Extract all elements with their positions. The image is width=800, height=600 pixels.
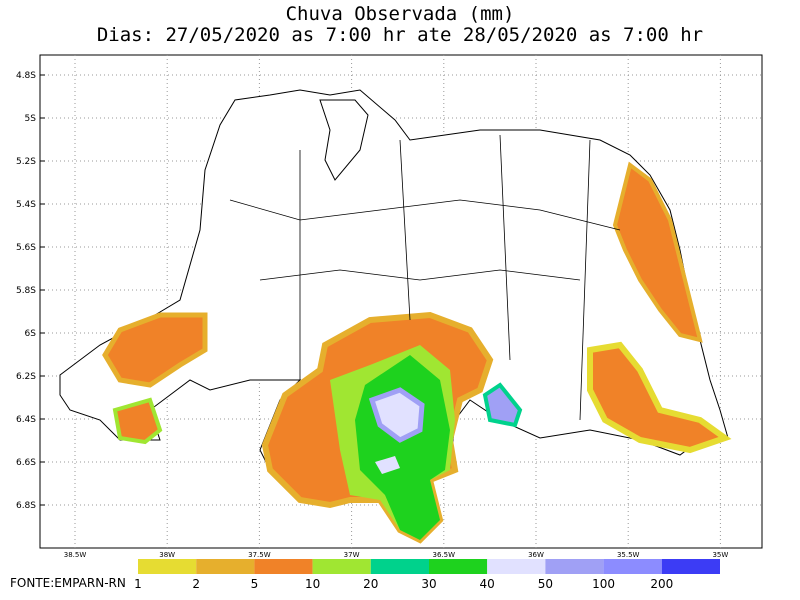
legend-label: 200 [650, 577, 673, 591]
legend-swatch [312, 559, 371, 574]
x-label: 35W [712, 551, 728, 559]
municipality [319, 99, 369, 181]
legend-swatch [196, 559, 255, 574]
y-label: 6.6S [16, 458, 36, 468]
x-label: 38W [159, 551, 175, 559]
legend-label: 40 [480, 577, 495, 591]
y-label: 6S [25, 329, 37, 339]
y-label: 5.6S [16, 243, 36, 253]
x-label: 36W [528, 551, 544, 559]
legend-label: 1 [134, 577, 142, 591]
source: FONTE:EMPARN-RN [10, 576, 126, 590]
x-label: 37.5W [248, 551, 271, 559]
title: Chuva Observada (mm) [286, 3, 515, 25]
x-label: 35.5W [617, 551, 640, 559]
rain-area [102, 312, 208, 388]
y-label: 6.8S [16, 501, 36, 511]
y-label: 5S [25, 114, 37, 124]
legend-swatch [370, 559, 429, 574]
rain-area [375, 456, 400, 474]
y-label: 4.8S [16, 71, 36, 81]
legend-label: 2 [192, 577, 200, 591]
legend-label: 50 [538, 577, 553, 591]
subtitle: Dias: 27/05/2020 as 7:00 hr ate 28/05/20… [97, 24, 703, 46]
legend-swatch [545, 559, 604, 574]
rain-area [355, 355, 450, 540]
rain-area [368, 387, 425, 443]
legend-label: 30 [421, 577, 436, 591]
y-label: 5.2S [16, 157, 36, 167]
legend-swatch [487, 559, 546, 574]
rain-area [612, 161, 703, 343]
y-label: 5.4S [16, 200, 36, 210]
y-label: 6.2S [16, 372, 36, 382]
legend-swatch [661, 559, 720, 574]
legend-swatch [138, 559, 197, 574]
municipality-borders [229, 134, 621, 421]
rain-area [112, 397, 163, 445]
legend-label: 5 [251, 577, 259, 591]
legend-swatch [429, 559, 488, 574]
rain-area [482, 382, 523, 428]
map-frame [39, 54, 763, 549]
legend-swatch [603, 559, 662, 574]
y-label: 5.8S [16, 286, 36, 296]
y-label: 6.4S [16, 415, 36, 425]
rain-area [587, 341, 732, 454]
legend: 1 2 5 10 20 30 40 50 100 200 [134, 559, 720, 591]
legend-label: 10 [305, 577, 320, 591]
map [59, 89, 732, 544]
legend-label: 100 [592, 577, 615, 591]
x-label: 36.5W [433, 551, 456, 559]
x-label: 37W [344, 551, 360, 559]
legend-label: 20 [363, 577, 378, 591]
x-label: 38.5W [64, 551, 87, 559]
legend-swatch [254, 559, 313, 574]
